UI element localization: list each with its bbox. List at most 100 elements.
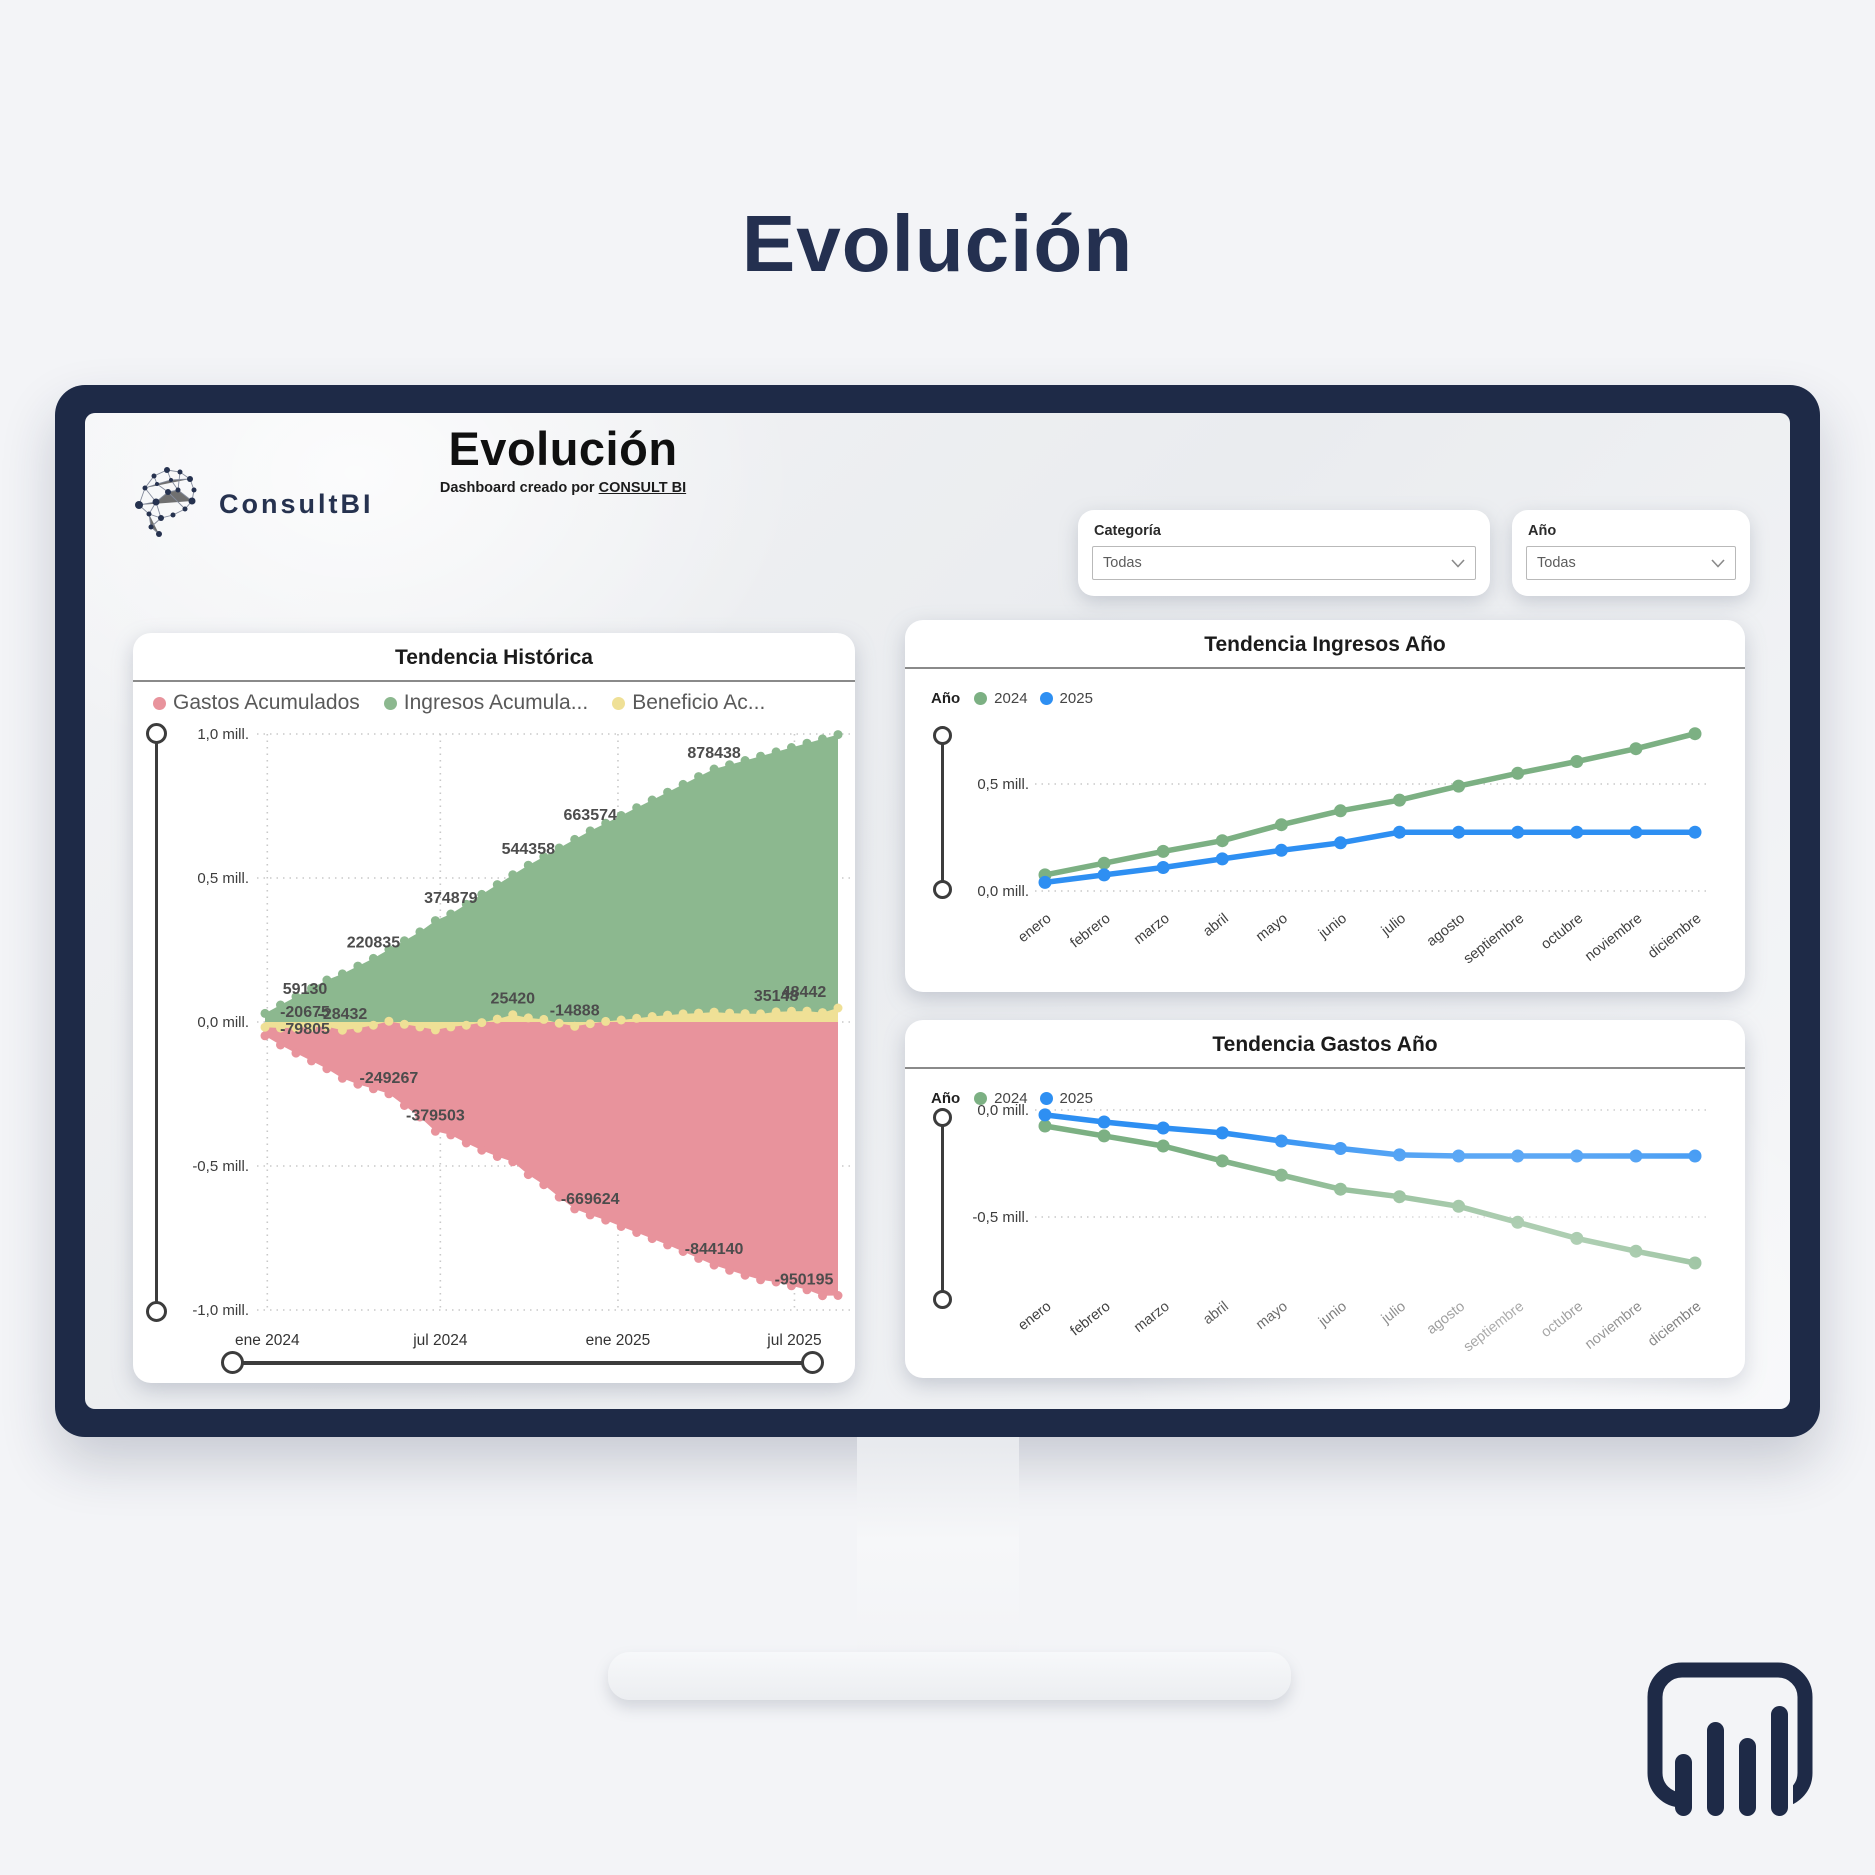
subtitle-text: Dashboard creado por (439, 480, 599, 496)
legend-title: Año (931, 1090, 961, 1107)
svg-text:-950195: -950195 (775, 1272, 834, 1289)
svg-text:-79805: -79805 (280, 1021, 330, 1038)
chart1-vertical-slider[interactable] (155, 735, 158, 1311)
chart3-vertical-slider[interactable] (941, 1120, 944, 1294)
dashboard-header: Evolución Dashboard creado por CONSULT B… (343, 421, 783, 496)
svg-text:enero: enero (1015, 1299, 1054, 1334)
legend-item-2024[interactable]: 2024 (974, 690, 1028, 707)
svg-text:25420: 25420 (491, 991, 536, 1008)
filter-card-categoria: Categoría Todas (1078, 510, 1490, 596)
svg-text:-669624: -669624 (561, 1191, 620, 1208)
legend-label: 2025 (1059, 690, 1093, 707)
svg-text:julio: julio (1378, 1299, 1409, 1328)
monitor-stand-base (608, 1652, 1291, 1700)
svg-text:septiembre: septiembre (1461, 1299, 1527, 1356)
svg-text:junio: junio (1315, 1299, 1350, 1331)
svg-text:julio: julio (1378, 911, 1409, 940)
svg-text:0,5 mill.: 0,5 mill. (977, 776, 1029, 793)
chart3-vslider-handle-top[interactable] (933, 1108, 952, 1127)
svg-text:mayo: mayo (1253, 911, 1291, 945)
page-title: Evolución (741, 199, 1134, 288)
brain-network-logo-icon (135, 467, 197, 537)
legend-dot-2025 (1039, 1092, 1053, 1105)
brand: ConsultBI (127, 461, 374, 547)
chart1-title: Tendencia Histórica (394, 646, 593, 669)
svg-text:0,0 mill.: 0,0 mill. (197, 1014, 249, 1031)
legend-label: Beneficio Ac... (632, 691, 766, 714)
categoria-dropdown[interactable]: Todas (1092, 546, 1476, 580)
svg-text:374879: 374879 (424, 890, 477, 907)
power-bi-logo-icon (1647, 1662, 1813, 1816)
legend-dot-2024 (974, 692, 988, 705)
line-chart-gastos: 0,0 mill. -0,5 mill. enero febrero marzo abri… (972, 1102, 1711, 1356)
chart2-vslider-handle-bottom[interactable] (933, 880, 952, 899)
card-tendencia-gastos: Tendencia Gastos Año Año 2024 2025 0,0 m… (905, 1020, 1745, 1378)
chart1-vslider-handle-top[interactable] (146, 723, 167, 744)
legend-item-2025[interactable]: 2025 (1039, 690, 1093, 707)
filter-label-ano: Año (1528, 523, 1557, 539)
svg-text:59130: 59130 (283, 981, 328, 998)
ano-dropdown[interactable]: Todas (1526, 546, 1736, 580)
legend-label: 2024 (994, 1090, 1028, 1107)
legend-item-beneficio[interactable]: Beneficio Ac... (612, 691, 765, 715)
legend-item-2025[interactable]: 2025 (1039, 1090, 1093, 1107)
svg-text:0,0 mill.: 0,0 mill. (977, 883, 1029, 900)
dashboard-subtitle: Dashboard creado por CONSULT BI (343, 480, 783, 496)
legend-label: Gastos Acumulados (173, 691, 360, 714)
svg-text:663574: 663574 (564, 807, 617, 824)
svg-text:mayo: mayo (1253, 1299, 1291, 1333)
svg-text:-0,5 mill.: -0,5 mill. (192, 1158, 249, 1175)
chart2-vslider-handle-top[interactable] (933, 726, 952, 745)
chart2-legend: Año 2024 2025 (931, 690, 1093, 707)
svg-text:marzo: marzo (1131, 1299, 1173, 1336)
line-chart-ingresos: 0,5 mill. 0,0 mill. enero febrero marzo abril… (977, 727, 1711, 967)
legend-title: Año (931, 690, 961, 707)
legend-item-ingresos[interactable]: Ingresos Acumula... (383, 691, 588, 715)
svg-text:-20675: -20675 (280, 1004, 330, 1021)
svg-text:octubre: octubre (1538, 1299, 1586, 1341)
chart1-hslider-handle-left[interactable] (221, 1351, 244, 1374)
svg-text:0,0 mill.: 0,0 mill. (977, 1102, 1029, 1119)
subtitle-link[interactable]: CONSULT BI (598, 480, 687, 496)
filter-card-ano: Año Todas (1512, 510, 1750, 596)
svg-text:diciembre: diciembre (1645, 911, 1704, 962)
dashboard-title: Evolución (448, 422, 678, 475)
svg-text:ene 2024: ene 2024 (235, 1332, 300, 1349)
filter-label-categoria: Categoría (1094, 523, 1161, 539)
ano-value: Todas (1537, 555, 1576, 571)
svg-text:48442: 48442 (782, 984, 827, 1001)
chart2-vertical-slider[interactable] (941, 738, 944, 884)
chart2-title: Tendencia Ingresos Año (1204, 633, 1446, 656)
chart1-horizontal-slider[interactable] (233, 1361, 813, 1365)
svg-text:febrero: febrero (1068, 1299, 1114, 1340)
svg-text:jul 2024: jul 2024 (412, 1332, 468, 1349)
legend-dot-green (383, 696, 397, 710)
monitor-stand-column (857, 1437, 1019, 1665)
svg-text:220835: 220835 (347, 934, 400, 951)
chart3-vslider-handle-bottom[interactable] (933, 1290, 952, 1309)
svg-text:abril: abril (1200, 1299, 1231, 1328)
svg-text:noviembre: noviembre (1582, 911, 1645, 965)
svg-text:ene 2025: ene 2025 (586, 1332, 651, 1349)
divider (133, 680, 855, 682)
legend-label: 2025 (1059, 1090, 1093, 1107)
legend-item-gastos[interactable]: Gastos Acumulados (153, 691, 360, 715)
card-tendencia-ingresos: Tendencia Ingresos Año Año 2024 2025 0,5… (905, 620, 1745, 992)
legend-item-2024[interactable]: 2024 (974, 1090, 1028, 1107)
monitor-frame: ConsultBI Evolución Dashboard creado por… (55, 385, 1820, 1437)
svg-text:544358: 544358 (502, 841, 555, 858)
legend-dot-red (153, 696, 166, 710)
svg-text:jul 2025: jul 2025 (766, 1332, 821, 1349)
svg-text:-1,0 mill.: -1,0 mill. (192, 1302, 249, 1319)
legend-label: 2024 (994, 690, 1028, 707)
chevron-down-icon (1451, 558, 1465, 568)
svg-text:octubre: octubre (1538, 911, 1586, 953)
chart1-vslider-handle-bottom[interactable] (146, 1301, 167, 1322)
chart1-hslider-handle-right[interactable] (801, 1351, 824, 1374)
categoria-value: Todas (1103, 555, 1142, 571)
svg-text:enero: enero (1015, 911, 1054, 946)
legend-dot-2024 (974, 1092, 988, 1105)
svg-text:diciembre: diciembre (1645, 1299, 1704, 1350)
dashboard-screen: ConsultBI Evolución Dashboard creado por… (85, 413, 1790, 1409)
svg-text:marzo: marzo (1131, 911, 1173, 948)
